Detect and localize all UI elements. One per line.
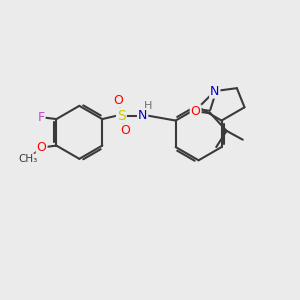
- Text: O: O: [113, 94, 123, 107]
- Text: O: O: [37, 141, 46, 154]
- Text: O: O: [191, 105, 201, 118]
- Text: F: F: [38, 111, 45, 124]
- Text: CH₃: CH₃: [19, 154, 38, 164]
- Text: S: S: [117, 109, 126, 122]
- Text: O: O: [120, 124, 130, 137]
- Text: H: H: [144, 101, 152, 111]
- Text: N: N: [210, 85, 220, 98]
- Text: N: N: [138, 109, 147, 122]
